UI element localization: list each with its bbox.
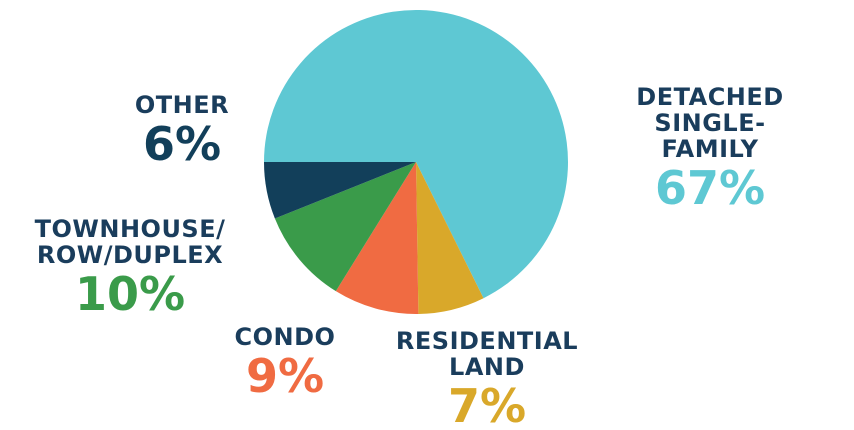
slice-value: 7% bbox=[447, 379, 527, 430]
slice-label: OTHER bbox=[134, 91, 230, 119]
slice-value: 6% bbox=[142, 117, 222, 171]
pie-slice bbox=[264, 10, 568, 299]
pie-slice bbox=[264, 162, 416, 219]
pie-slice bbox=[335, 162, 419, 314]
slice-label: DETACHED SINGLE-FAMILY bbox=[636, 83, 784, 163]
pie-slice bbox=[274, 162, 416, 292]
pie-slice bbox=[416, 162, 484, 314]
slice-value: 9% bbox=[245, 349, 325, 403]
slice-value: 10% bbox=[74, 267, 186, 321]
slice-label: CONDO bbox=[234, 323, 336, 351]
slice-label: TOWNHOUSE/ ROW/DUPLEX bbox=[34, 215, 226, 269]
slice-value: 67% bbox=[654, 161, 766, 215]
slice-label: RESIDENTIAL LAND bbox=[395, 327, 579, 381]
